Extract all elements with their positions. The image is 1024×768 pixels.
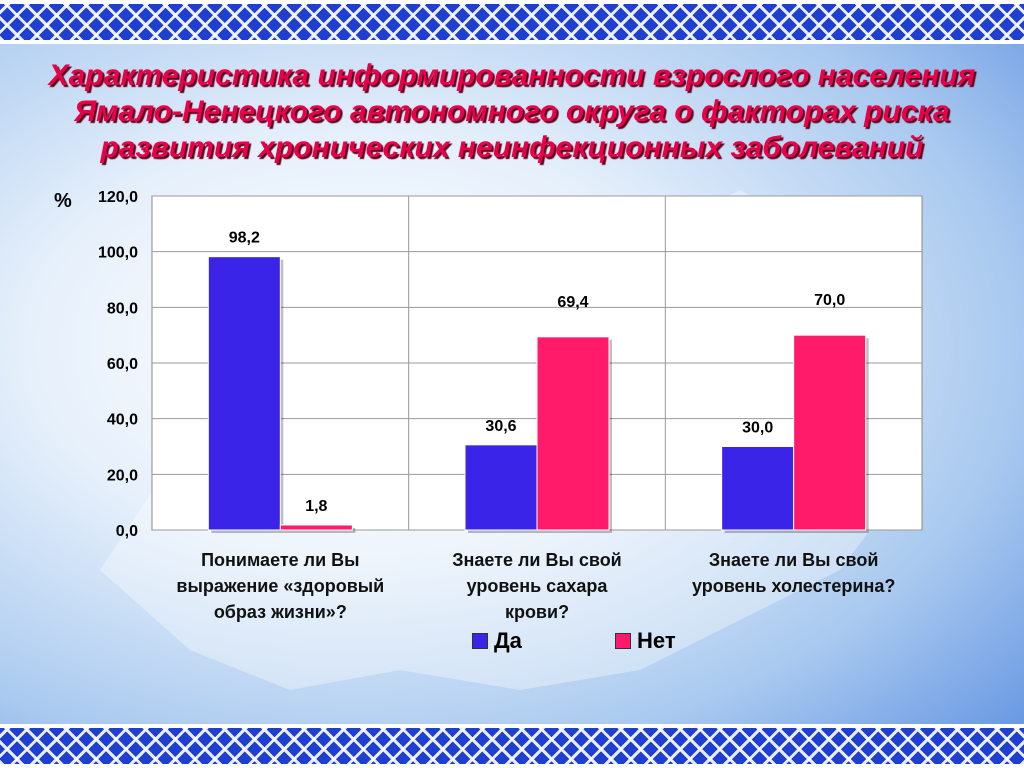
chart-title: Характеристика информированности взросло… [48,59,976,164]
category-label: Знаете ли Вы свой [452,550,622,570]
bottom-ornament-border [0,724,1024,768]
data-label: 98,2 [229,230,260,247]
bar-da [464,444,538,531]
legend-item-net: Нет [615,628,758,654]
bar-da [207,256,281,531]
category-label: уровень сахара [467,576,609,596]
y-tick-label: 120,0 [98,189,138,206]
data-label: 1,8 [305,498,327,515]
bar-net [536,336,610,531]
chart-legend: Да Нет [472,628,758,654]
y-tick-label: 100,0 [98,245,138,262]
category-label: выражение «здоровый [176,576,384,596]
y-tick-label: 20,0 [107,467,138,484]
bar-net [793,334,867,531]
y-tick-label: 80,0 [107,300,138,317]
category-label: Знаете ли Вы свой [709,550,879,570]
data-label: 30,0 [742,420,773,437]
category-label: образ жизни»? [214,602,347,622]
bar-da [721,446,795,531]
category-label: Понимаете ли Вы [201,550,359,570]
y-tick-label: 60,0 [107,356,138,373]
bar-net [279,524,353,531]
y-tick-label: 0,0 [116,523,138,540]
category-label: уровень холестерина? [692,576,895,596]
y-axis-unit-label: % [54,190,72,212]
category-label: крови? [505,602,569,622]
data-label: 30,6 [485,418,516,435]
legend-label-net: Нет [637,628,676,653]
data-label: 70,0 [814,292,845,309]
legend-swatch-da [472,633,488,649]
legend-item-da: Да [472,628,615,654]
data-label: 69,4 [557,294,588,311]
legend-swatch-net [615,633,631,649]
y-tick-label: 40,0 [107,412,138,429]
legend-label-da: Да [494,628,522,653]
top-ornament-border [0,0,1024,44]
